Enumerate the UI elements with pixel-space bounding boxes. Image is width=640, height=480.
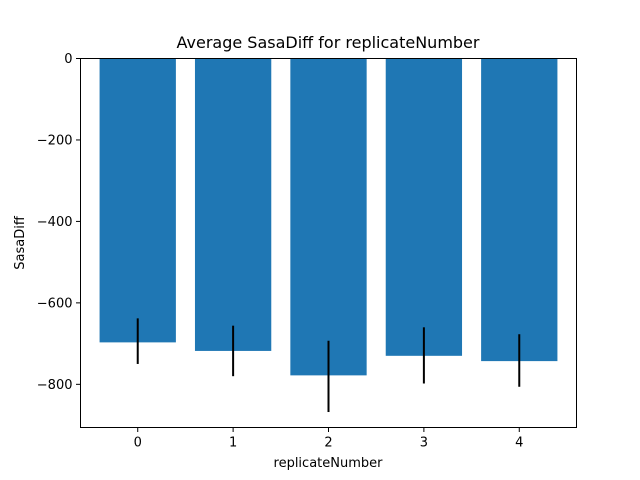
x-axis-ticks: 0 1 2 3 4 xyxy=(134,427,523,451)
bar-3 xyxy=(385,58,463,356)
bar-2 xyxy=(290,58,367,376)
bars-group xyxy=(99,58,558,376)
y-axis-label: SasaDiff xyxy=(13,215,28,270)
y-axis-ticks: 0 −200 −400 −600 −800 xyxy=(37,52,81,393)
x-tick-label-3: 3 xyxy=(420,436,428,451)
x-tick-label-0: 0 xyxy=(134,436,142,451)
y-tick-label-4: −800 xyxy=(37,378,73,393)
bar-0 xyxy=(99,58,176,343)
chart-title: Average SasaDiff for replicateNumber xyxy=(177,33,480,52)
error-bars-group xyxy=(136,318,521,413)
x-tick-label-1: 1 xyxy=(229,436,237,451)
x-axis-label: replicateNumber xyxy=(274,456,384,471)
plot-frame xyxy=(80,58,577,428)
y-tick-label-1: −200 xyxy=(37,133,73,148)
bar-4 xyxy=(481,58,558,362)
y-tick-label-2: −400 xyxy=(37,215,73,230)
x-tick-label-4: 4 xyxy=(515,436,523,451)
y-tick-label-3: −600 xyxy=(37,296,73,311)
bar-1 xyxy=(194,58,272,351)
x-tick-label-2: 2 xyxy=(324,436,332,451)
y-tick-label-0: 0 xyxy=(64,52,72,67)
